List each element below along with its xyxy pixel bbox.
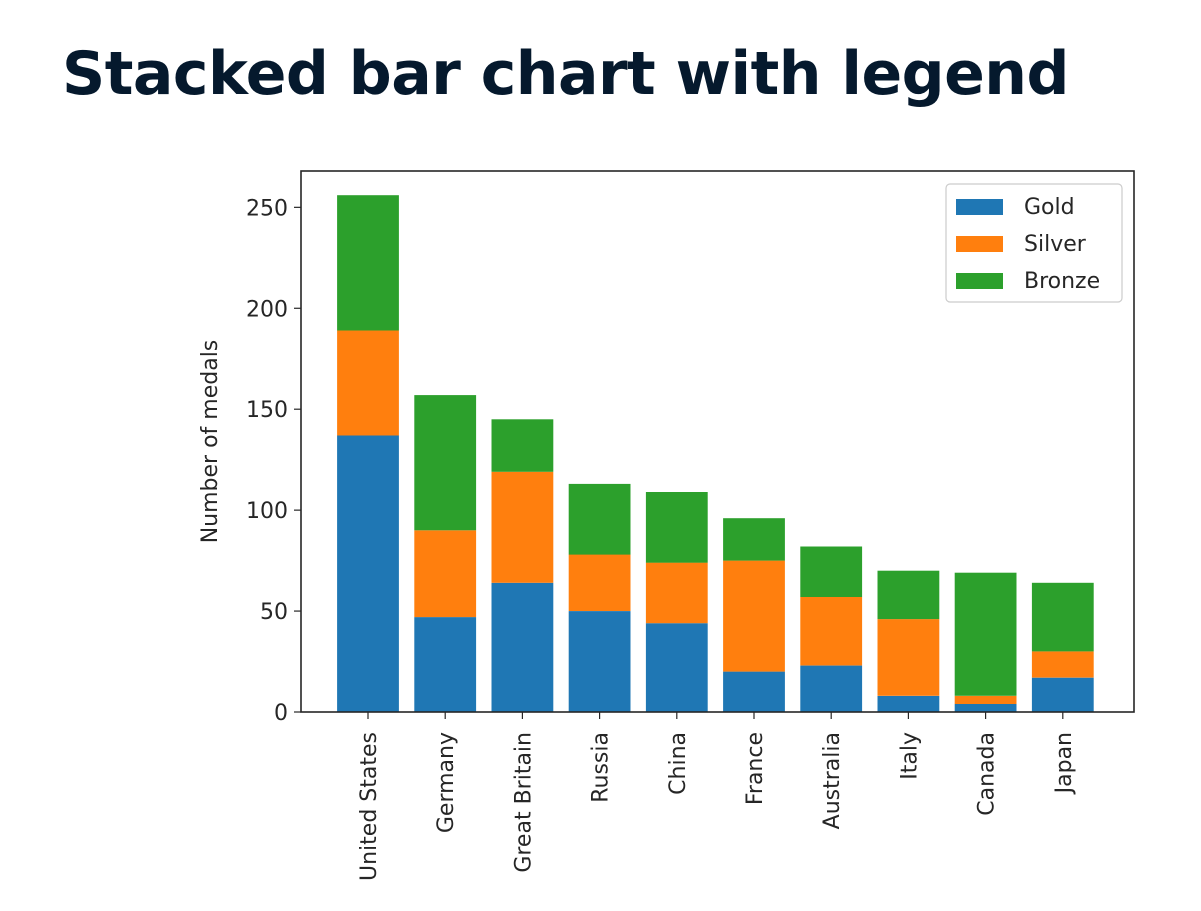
bar-bronze-united-states: [337, 195, 399, 331]
bar-silver-china: [645, 562, 708, 624]
x-tick-label: Russia: [589, 732, 614, 803]
bar-bronze-great-britain: [491, 419, 554, 472]
legend-swatch-bronze: [956, 273, 1003, 289]
bar-silver-italy: [877, 619, 940, 696]
y-axis-label: Number of medals: [198, 340, 223, 544]
bar-gold-germany: [414, 617, 477, 712]
bar-bronze-italy: [877, 570, 940, 620]
bar-bronze-russia: [568, 483, 631, 555]
y-tick-label: 50: [260, 600, 288, 625]
bar-silver-canada: [954, 695, 1017, 704]
y-tick-label: 200: [246, 297, 288, 322]
bar-gold-australia: [800, 665, 863, 712]
bar-silver-united-states: [337, 330, 399, 436]
bar-gold-great-britain: [491, 582, 554, 712]
legend-label-silver: Silver: [1024, 232, 1087, 257]
bar-gold-france: [723, 671, 785, 712]
bar-silver-france: [723, 560, 785, 672]
x-tick-label: Japan: [1052, 732, 1077, 795]
y-tick-label: 250: [246, 196, 288, 221]
bar-silver-japan: [1031, 651, 1094, 678]
bar-gold-russia: [568, 611, 631, 712]
bar-silver-australia: [800, 596, 863, 666]
legend-label-gold: Gold: [1024, 195, 1075, 220]
x-tick-label: China: [666, 732, 691, 795]
bar-silver-great-britain: [491, 471, 554, 583]
bar-silver-russia: [568, 554, 631, 611]
bar-gold-italy: [877, 695, 940, 712]
bar-gold-china: [645, 623, 708, 712]
bar-bronze-germany: [414, 395, 477, 531]
x-tick-label: France: [743, 732, 768, 805]
bar-bronze-france: [723, 518, 785, 561]
plot-frame: [300, 170, 1135, 713]
bar-bronze-japan: [1031, 582, 1094, 652]
y-tick-label: 100: [246, 499, 288, 524]
bar-bronze-australia: [800, 546, 863, 597]
bar-gold-united-states: [337, 435, 399, 712]
bar-gold-canada: [954, 703, 1017, 712]
bar-gold-japan: [1031, 677, 1094, 712]
bar-bronze-china: [645, 492, 708, 563]
legend-swatch-silver: [956, 236, 1003, 252]
x-tick-label: Canada: [975, 732, 1000, 816]
x-tick-label: Germany: [434, 732, 459, 833]
slide-title: Stacked bar chart with legend: [62, 39, 1069, 109]
x-tick-label: Italy: [897, 732, 922, 780]
x-tick-label: United States: [357, 732, 382, 881]
legend-swatch-gold: [956, 199, 1003, 215]
bar-bronze-canada: [954, 572, 1017, 696]
x-tick-label: Great Britain: [511, 732, 536, 873]
legend-label-bronze: Bronze: [1024, 269, 1100, 294]
y-tick-label: 0: [274, 701, 288, 726]
y-tick-label: 150: [246, 398, 288, 423]
bar-silver-germany: [414, 530, 477, 618]
x-tick-label: Australia: [820, 732, 845, 829]
